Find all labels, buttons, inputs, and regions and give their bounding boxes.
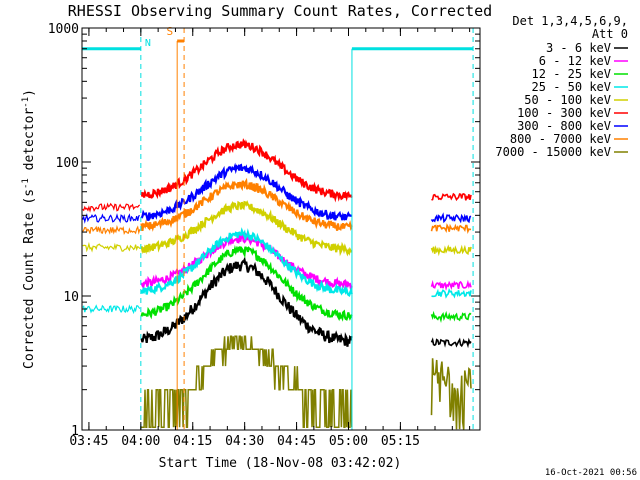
y-label-sup1: -1: [21, 178, 31, 189]
series-pre-line: [82, 224, 141, 236]
series-300-800kev: [82, 162, 472, 224]
series-line: [140, 138, 353, 203]
plot-timestamp: 16-Oct-2021 00:56: [545, 468, 637, 478]
series-post-line: [430, 337, 472, 349]
night-label: N: [145, 38, 151, 49]
series-line: [141, 335, 353, 428]
time-window-layer: NS: [82, 25, 474, 430]
series-post-line: [430, 223, 472, 235]
series-50-100kev: [82, 200, 472, 257]
y-label-part2: detector: [22, 108, 37, 179]
night-window: [351, 28, 474, 430]
legend-label: 100 - 300 keV: [517, 106, 611, 120]
plot-area: NS 03:45 04:00 04:15 04:30 04:45 05:00 05:1511…: [48, 22, 481, 449]
series-pre-line: [82, 213, 141, 224]
x-tick-label: 03:45: [69, 434, 108, 449]
legend-label: 12 - 25 keV: [532, 67, 611, 81]
series-line: [140, 227, 353, 298]
series-pre-line: [82, 202, 141, 213]
series-post-line: [431, 288, 472, 299]
y-tick-label: 1: [71, 424, 79, 439]
series-line: [140, 162, 352, 222]
y-label-part1: Corrected Count Rate (s: [22, 189, 37, 369]
series-post-line: [431, 192, 472, 202]
x-tick-label: 04:15: [173, 434, 212, 449]
chart-title: RHESSI Observing Summary Count Rates, Co…: [68, 2, 492, 20]
series-post-line: [430, 358, 472, 430]
series-line: [140, 200, 352, 257]
series-line: [140, 244, 353, 322]
legend-label: 3 - 6 keV: [546, 41, 611, 55]
series-pre-line: [82, 241, 141, 253]
series-post-line: [430, 310, 472, 323]
saa-window: S: [167, 25, 185, 430]
x-tick-label: 05:15: [381, 434, 420, 449]
x-tick-label: 04:00: [121, 434, 160, 449]
x-tick-label: 04:30: [225, 434, 264, 449]
legend-label: 50 - 100 keV: [524, 93, 611, 107]
series-post-line: [430, 244, 472, 257]
y-tick-label: 10: [63, 290, 79, 305]
y-axis-label: Corrected Count Rate (s-1 detector-1): [21, 89, 37, 369]
x-tick-label: 04:45: [277, 434, 316, 449]
series-line: [140, 256, 353, 347]
series-line: [140, 177, 353, 232]
legend-label: 7000 - 15000 keV: [495, 145, 611, 159]
y-tick-label: 1000: [48, 22, 79, 37]
y-label-sup2: -1: [21, 97, 31, 108]
saa-label: S: [167, 25, 174, 38]
legend-header-line1: Det 1,3,4,5,6,9,: [512, 14, 628, 28]
x-tick-label: 05:00: [329, 434, 368, 449]
series-post-line: [430, 279, 472, 291]
data-series-layer: [82, 138, 472, 430]
legend-label: 300 - 800 keV: [517, 119, 611, 133]
series-25-50kev: [82, 227, 472, 315]
series-800-7000kev: [82, 177, 472, 236]
legend-label: 25 - 50 keV: [532, 80, 611, 94]
series-post-line: [430, 212, 472, 224]
night-window: N: [82, 28, 151, 430]
x-axis-label: Start Time (18-Nov-08 03:42:02): [159, 456, 402, 471]
plot-frame: [81, 27, 481, 431]
series-12-25kev: [140, 244, 472, 323]
y-label-part3: ): [22, 89, 37, 97]
legend-header-line2: Att 0: [592, 27, 628, 41]
axis-ticks-layer: 03:45 04:00 04:15 04:30 04:45 05:00 05:15 1 10 10…: [48, 22, 480, 449]
legend-label: 6 - 12 keV: [539, 54, 611, 68]
series-3-6kev: [140, 256, 472, 349]
series-7000-15000kev: [141, 335, 472, 430]
legend-label: 800 - 7000 keV: [510, 132, 611, 146]
series-pre-line: [82, 304, 141, 315]
series-100-300kev: [82, 138, 472, 213]
y-tick-label: 100: [56, 156, 79, 171]
